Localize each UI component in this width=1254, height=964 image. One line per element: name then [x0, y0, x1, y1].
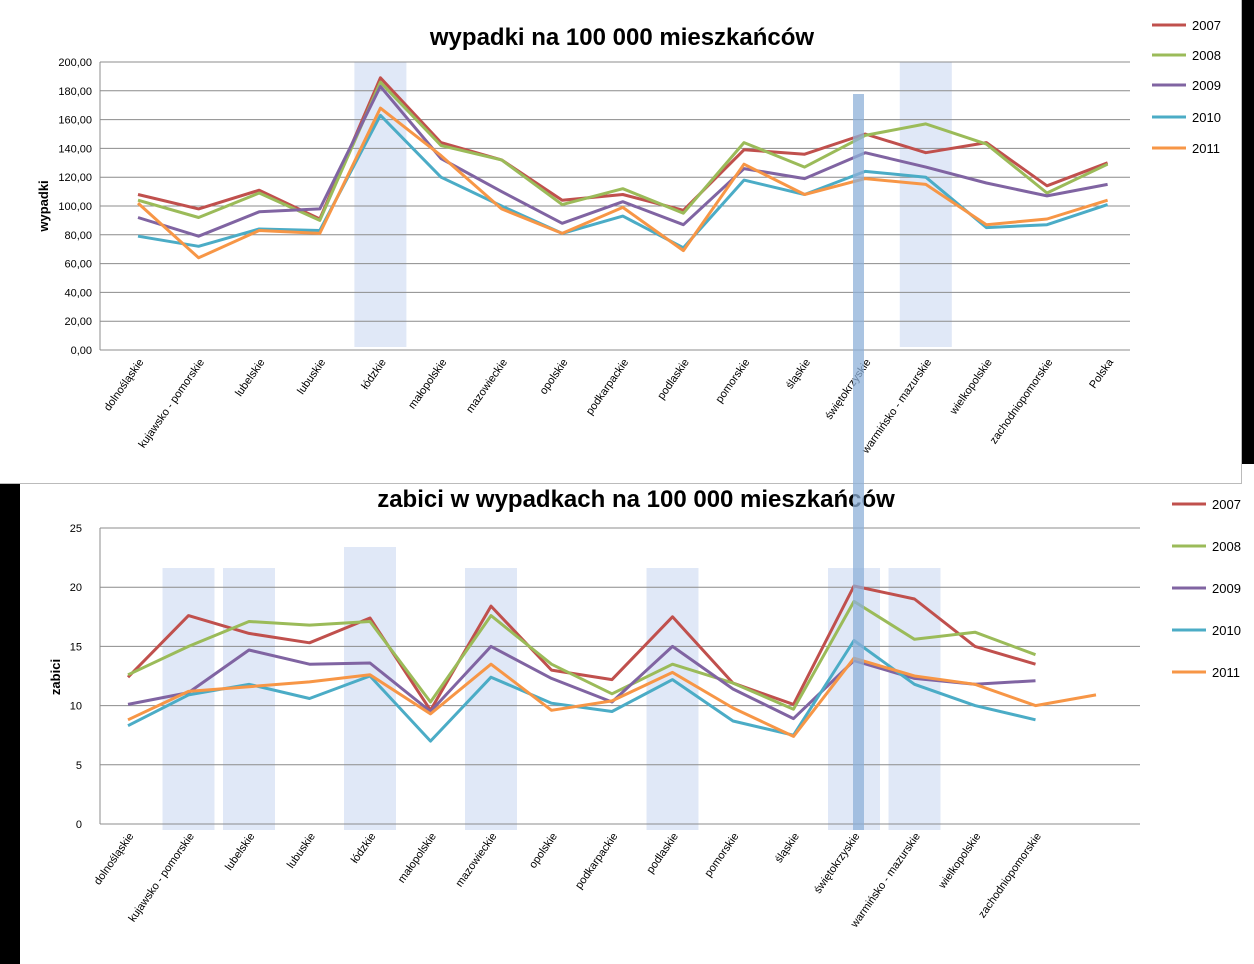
y-tick-label: 160,00: [58, 115, 92, 127]
x-tick-label: kujawsko - pomorskie: [126, 831, 196, 925]
x-tick-label: śląskie: [784, 357, 813, 391]
chart-accidents: wypadki na 100 000 mieszkańców wypadki 0…: [36, 18, 1221, 457]
x-tick-label: zachodniopomorskie: [976, 831, 1044, 921]
series-line-2011: [127, 656, 1097, 738]
x-tick-label: podlaskie: [655, 357, 691, 402]
series-line-2008: [137, 80, 1109, 222]
x-tick-label: wielkopolskie: [936, 831, 984, 892]
x-tick-label: pomorskie: [703, 831, 742, 879]
y-tick-label: 40,00: [64, 287, 92, 299]
top-chart-frame: [0, 0, 1242, 484]
chart-title: wypadki na 100 000 mieszkańców: [429, 24, 815, 51]
x-tick-label: zachodniopomorskie: [988, 357, 1056, 447]
chart-fatalities: zabici w wypadkach na 100 000 mieszkańcó…: [48, 486, 1241, 931]
y-tick-label: 200,00: [58, 57, 92, 69]
x-tick-label: małopolskie: [396, 831, 439, 885]
x-tick-label: lubuskie: [295, 357, 328, 397]
x-tick-label: mazowieckie: [454, 831, 500, 889]
legend-label: 2010: [1192, 110, 1221, 125]
x-tick-label: łódzkie: [359, 357, 388, 392]
x-tick-label: dolnośląskie: [92, 831, 137, 887]
y-tick-label: 20,00: [64, 316, 92, 328]
x-tick-label: łódzkie: [349, 831, 378, 866]
chart-title: zabici w wypadkach na 100 000 mieszkańcó…: [377, 486, 895, 513]
x-tick-label: dolnośląskie: [102, 357, 147, 413]
vertical-marker-bar: [853, 94, 864, 830]
gridlines: 0,00 20,00 40,00 60,00 80,00 100,00 120,00 140,…: [58, 57, 1130, 357]
legend-label: 2008: [1212, 539, 1241, 554]
x-tick-label: pomorskie: [714, 357, 753, 405]
series-line-2011: [136, 106, 1109, 260]
series-lines: [136, 76, 1109, 260]
background-strip-right: [1242, 0, 1254, 464]
x-tick-label: świętokrzyskie: [812, 831, 863, 896]
x-tick-label: małopolskie: [406, 357, 449, 411]
x-tick-label: warmińsko - mazurskie: [859, 357, 934, 457]
y-tick-label: 15: [70, 641, 82, 653]
legend-label: 2007: [1192, 18, 1221, 33]
y-tick-label: 0: [76, 819, 82, 831]
legend: 2007 2008 2009 2010 2011: [1172, 497, 1241, 680]
y-tick-label: 25: [70, 523, 82, 535]
x-tick-label: Polska: [1087, 356, 1116, 391]
y-tick-label: 20: [70, 582, 82, 594]
gridlines: 0 5 10 15 20 25: [70, 523, 1140, 831]
y-tick-label: 5: [76, 760, 82, 772]
x-tick-label: kujawsko - pomorskie: [137, 357, 207, 451]
highlight-band: [646, 568, 699, 830]
x-tick-label: warmińsko - mazurskie: [848, 831, 923, 931]
x-tick-label: mazowieckie: [464, 357, 510, 415]
highlight-band: [354, 62, 407, 347]
x-tick-label: opolskie: [538, 357, 571, 397]
y-tick-label: 120,00: [58, 172, 92, 184]
highlight-band: [465, 568, 517, 830]
series-line-2010: [137, 113, 1109, 250]
legend-label: 2009: [1192, 78, 1221, 93]
x-tick-label: świętokrzyskie: [823, 357, 874, 422]
x-tick-label: wielkopolskie: [947, 357, 995, 418]
highlight-band: [888, 568, 941, 830]
x-tick-label: opolskie: [527, 831, 560, 871]
x-tick-label: lubuskie: [285, 831, 318, 871]
x-tick-label: podkarpackie: [584, 357, 631, 417]
legend-label: 2011: [1192, 141, 1220, 156]
legend-label: 2009: [1212, 581, 1241, 596]
background-strip-left: [0, 484, 20, 964]
y-axis-label: wypadki: [36, 180, 51, 232]
series-line-2009: [127, 644, 1036, 721]
series-line-2010: [127, 639, 1036, 743]
y-tick-label: 180,00: [58, 86, 92, 98]
y-axis-label: zabici: [48, 659, 63, 695]
y-tick-label: 0,00: [71, 345, 92, 357]
y-tick-label: 140,00: [58, 143, 92, 155]
series-lines: [126, 584, 1097, 743]
legend-label: 2008: [1192, 48, 1221, 63]
highlight-band: [344, 547, 396, 830]
x-tick-label: podlaskie: [644, 831, 680, 876]
x-tick-label: podkarpackie: [573, 831, 620, 891]
legend-label: 2011: [1212, 665, 1240, 680]
series-line-2008: [127, 599, 1037, 711]
legend-label: 2007: [1212, 497, 1241, 512]
y-tick-label: 100,00: [58, 201, 92, 213]
y-tick-label: 60,00: [64, 259, 92, 271]
legend: 2007 2008 2009 2010 2011: [1152, 18, 1221, 156]
highlight-bands: [162, 547, 941, 830]
series-line-2007: [126, 584, 1036, 712]
x-tick-label: lubelskie: [233, 357, 267, 399]
x-tick-label: lubelskie: [223, 831, 257, 873]
series-line-2009: [137, 85, 1108, 238]
highlight-band: [223, 568, 275, 830]
y-tick-label: 80,00: [64, 230, 92, 242]
highlight-band: [899, 62, 952, 347]
legend-label: 2010: [1212, 623, 1241, 638]
x-tick-label: śląskie: [773, 831, 802, 865]
y-tick-label: 10: [70, 701, 82, 713]
